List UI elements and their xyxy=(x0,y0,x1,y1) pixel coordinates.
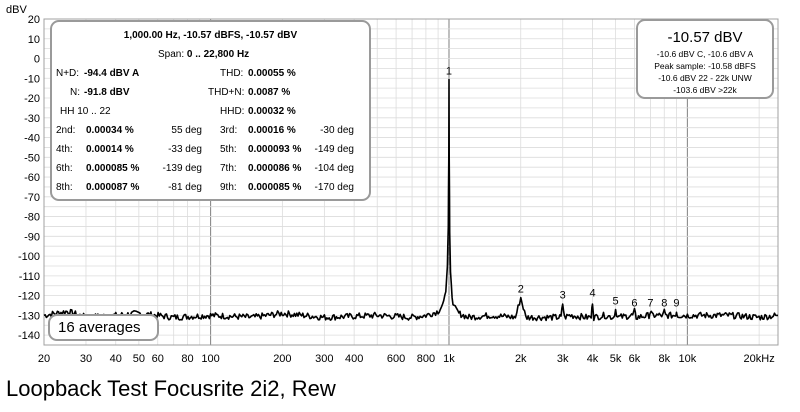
y-tick-label: -50 xyxy=(24,152,40,164)
y-tick-label: -10 xyxy=(24,73,40,85)
harmonic-phase: -104 deg xyxy=(314,163,354,174)
y-tick-label: -140 xyxy=(18,330,40,342)
harmonic-value: 0.00014 % xyxy=(86,144,134,155)
x-tick-label: 100 xyxy=(201,353,219,365)
y-axis-label: dBV xyxy=(6,4,27,16)
x-tick-label: 3k xyxy=(557,353,569,365)
span-label: Span: xyxy=(158,49,185,60)
x-tick-label: 20kHz xyxy=(744,353,775,365)
harmonic-phase: -81 deg xyxy=(168,182,202,193)
y-tick-label: 10 xyxy=(28,34,40,46)
x-tick-label: 8k xyxy=(658,353,670,365)
thd-label: THD: xyxy=(220,68,244,79)
spectrum-trace xyxy=(43,78,778,322)
x-tick-label: 10k xyxy=(678,353,696,365)
x-tick-label: 600 xyxy=(387,353,405,365)
x-tick-label: 2k xyxy=(515,353,527,365)
x-tick-label: 80 xyxy=(181,353,193,365)
harmonic-value: 0.000085 % xyxy=(86,163,140,174)
peak-label: 6 xyxy=(631,297,637,309)
harmonic-value: 0.000093 % xyxy=(248,144,302,155)
x-tick-label: 5k xyxy=(610,353,622,365)
peak-label: 7 xyxy=(647,297,653,309)
level-line-weighted: -10.6 dBV C, -10.6 dBV A xyxy=(656,49,754,59)
y-tick-label: -20 xyxy=(24,93,40,105)
level-readout-panel[interactable]: -10.57 dBV -10.6 dBV C, -10.6 dBV A Peak… xyxy=(636,19,774,99)
level-line-peak-sample: Peak sample: -10.58 dBFS xyxy=(654,61,756,71)
nd-value: -94.4 dBV A xyxy=(84,68,140,79)
harmonic-value: 0.00034 % xyxy=(86,125,134,136)
hhd-label: HHD: xyxy=(220,106,245,117)
harmonic-value: 0.000087 % xyxy=(86,182,140,193)
x-tick-label: 200 xyxy=(273,353,291,365)
harmonic-label: 4th: xyxy=(56,144,73,155)
hh-label: HH 10 .. 22 xyxy=(60,106,111,117)
peak-label: 1 xyxy=(446,65,452,77)
y-tick-label: -40 xyxy=(24,133,40,145)
peak-label: 3 xyxy=(560,290,566,302)
harmonic-label: 3rd: xyxy=(220,125,238,136)
thdn-label: THD+N: xyxy=(208,87,245,98)
span-value: 0 .. 22,800 Hz xyxy=(186,49,250,60)
harmonic-phase: -139 deg xyxy=(162,163,202,174)
harmonic-label: 7th: xyxy=(220,163,237,174)
x-tick-label: 40 xyxy=(110,353,122,365)
y-tick-label: -130 xyxy=(18,310,40,322)
plot-frame xyxy=(43,18,779,346)
harmonic-label: 6th: xyxy=(56,163,73,174)
y-tick-label: -100 xyxy=(18,251,40,263)
y-tick-label: 0 xyxy=(34,54,40,66)
harmonic-phase: -149 deg xyxy=(314,144,354,155)
harmonic-label: 5th: xyxy=(220,144,237,155)
x-tick-label: 4k xyxy=(587,353,599,365)
averages-text: 16 averages xyxy=(58,319,141,336)
peak-label: 8 xyxy=(661,297,667,309)
x-tick-label: 800 xyxy=(417,353,435,365)
y-tick-label: -70 xyxy=(24,192,40,204)
x-tick-label: 50 xyxy=(133,353,145,365)
harmonic-value: 0.00016 % xyxy=(248,125,296,136)
peak-label: 4 xyxy=(589,288,595,300)
n-label: N: xyxy=(70,87,80,98)
hhd-value: 0.00032 % xyxy=(248,106,296,117)
harmonic-phase: -170 deg xyxy=(314,182,354,193)
y-tick-label: -90 xyxy=(24,231,40,243)
averages-badge[interactable]: 16 averages xyxy=(48,314,159,341)
y-tick-label: -120 xyxy=(18,291,40,303)
harmonic-label: 9th: xyxy=(220,182,237,193)
y-tick-label: -60 xyxy=(24,172,40,184)
info-header: 1,000.00 Hz, -10.57 dBFS, -10.57 dBV xyxy=(123,30,298,41)
harmonic-phase: -30 deg xyxy=(320,125,354,136)
figure-caption: Loopback Test Focusrite 2i2, Rew xyxy=(6,376,336,401)
thd-value: 0.00055 % xyxy=(248,68,296,79)
peak-label: 5 xyxy=(613,295,619,307)
y-tick-label: -30 xyxy=(24,113,40,125)
x-tick-label: 6k xyxy=(629,353,641,365)
peak-label: 2 xyxy=(518,284,524,296)
harmonic-phase: 55 deg xyxy=(171,125,202,136)
x-tick-label: 300 xyxy=(315,353,333,365)
y-tick-label: 20 xyxy=(28,14,40,26)
x-tick-label: 400 xyxy=(345,353,363,365)
y-tick-label: -80 xyxy=(24,212,40,224)
x-tick-label: 30 xyxy=(80,353,92,365)
n-value: -91.8 dBV xyxy=(84,87,130,98)
nd-label: N+D: xyxy=(56,68,80,79)
level-line-unweighted: -10.6 dBV 22 - 22k UNW xyxy=(658,73,752,83)
harmonic-value: 0.000086 % xyxy=(248,163,302,174)
x-tick-label: 20 xyxy=(38,353,50,365)
thdn-value: 0.0087 % xyxy=(248,87,291,98)
peak-label: 9 xyxy=(673,297,679,309)
harmonic-label: 8th: xyxy=(56,182,73,193)
level-main-readout: -10.57 dBV xyxy=(667,29,743,46)
distortion-info-panel[interactable]: 1,000.00 Hz, -10.57 dBFS, -10.57 dBV Spa… xyxy=(50,20,371,201)
level-line-above-22k: -103.6 dBV >22k xyxy=(673,85,737,95)
harmonic-value: 0.000085 % xyxy=(248,182,302,193)
x-tick-label: 60 xyxy=(152,353,164,365)
harmonic-phase: -33 deg xyxy=(168,144,202,155)
y-tick-label: -110 xyxy=(19,271,40,283)
harmonic-label: 2nd: xyxy=(56,125,76,136)
x-tick-label: 1k xyxy=(443,353,455,365)
